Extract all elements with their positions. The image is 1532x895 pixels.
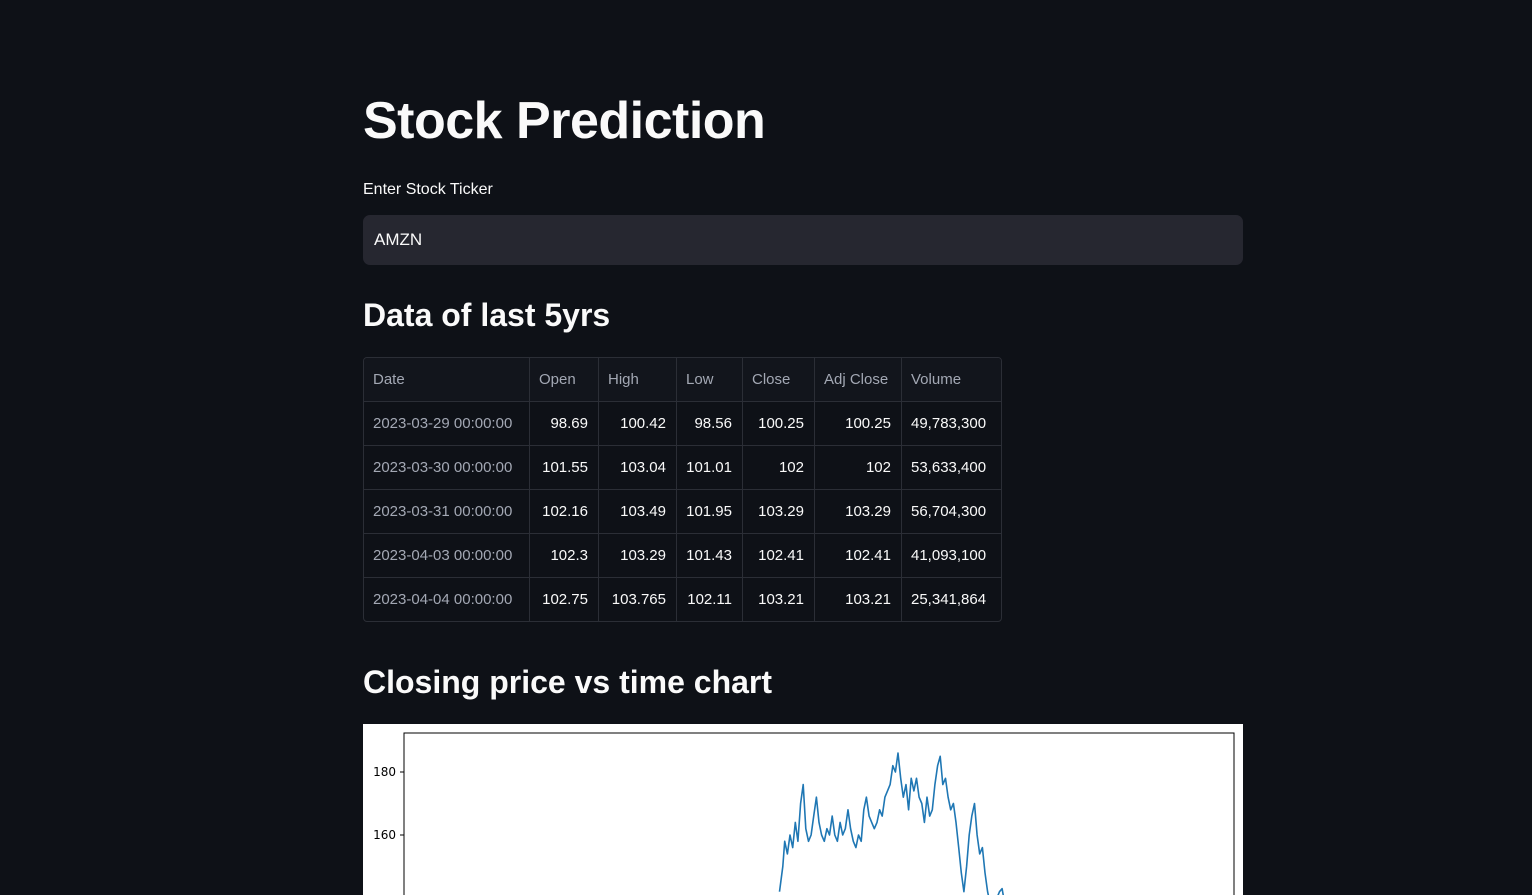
cell-volume[interactable]: 53,633,400 xyxy=(901,445,1001,490)
col-header-close[interactable]: Close xyxy=(742,358,815,402)
table-row: 2023-04-04 00:00:00 102.75 103.765 102.1… xyxy=(364,577,1001,621)
closing-price-chart: 160 180 xyxy=(363,724,1243,895)
cell-adj-close[interactable]: 103.29 xyxy=(814,489,902,534)
cell-low[interactable]: 101.95 xyxy=(676,489,743,534)
cell-volume[interactable]: 41,093,100 xyxy=(901,533,1001,578)
cell-date[interactable]: 2023-03-30 00:00:00 xyxy=(364,445,530,490)
page-title: Stock Prediction xyxy=(363,92,766,150)
cell-volume[interactable]: 49,783,300 xyxy=(901,401,1001,446)
data-section-heading: Data of last 5yrs xyxy=(363,297,611,333)
cell-adj-close[interactable]: 103.21 xyxy=(814,577,902,621)
col-header-open[interactable]: Open xyxy=(529,358,599,402)
cell-close[interactable]: 103.21 xyxy=(742,577,815,621)
table-row: 2023-04-03 00:00:00 102.3 103.29 101.43 … xyxy=(364,533,1001,578)
cell-date[interactable]: 2023-03-29 00:00:00 xyxy=(364,401,530,446)
cell-low[interactable]: 101.01 xyxy=(676,445,743,490)
cell-low[interactable]: 101.43 xyxy=(676,533,743,578)
cell-date[interactable]: 2023-04-03 00:00:00 xyxy=(364,533,530,578)
cell-close[interactable]: 100.25 xyxy=(742,401,815,446)
table-row: 2023-03-30 00:00:00 101.55 103.04 101.01… xyxy=(364,445,1001,490)
y-tick-label: 160 xyxy=(373,828,396,842)
cell-open[interactable]: 98.69 xyxy=(529,401,599,446)
col-header-adj-close[interactable]: Adj Close xyxy=(814,358,902,402)
cell-open[interactable]: 102.16 xyxy=(529,489,599,534)
cell-volume[interactable]: 56,704,300 xyxy=(901,489,1001,534)
ticker-input[interactable] xyxy=(363,215,1243,265)
cell-volume[interactable]: 25,341,864 xyxy=(911,591,987,608)
chart-section-heading: Closing price vs time chart xyxy=(363,664,773,700)
table-row: 2023-03-31 00:00:00 102.16 103.49 101.95… xyxy=(364,489,1001,534)
table-header-row: Date Open High Low Close Adj Close Volum… xyxy=(364,358,1001,402)
cell-low[interactable]: 102.11 xyxy=(676,577,743,621)
col-header-low[interactable]: Low xyxy=(676,358,743,402)
cell-adj-close[interactable]: 100.25 xyxy=(814,401,902,446)
ticker-input-label: Enter Stock Ticker xyxy=(363,181,493,198)
table-row: 2023-03-29 00:00:00 98.69 100.42 98.56 1… xyxy=(364,401,1001,446)
cell-adj-close[interactable]: 102 xyxy=(814,445,902,490)
cell-date[interactable]: 2023-03-31 00:00:00 xyxy=(364,489,530,534)
cell-close[interactable]: 103.29 xyxy=(742,489,815,534)
closing-price-line xyxy=(778,752,1005,895)
col-header-high[interactable]: High xyxy=(598,358,677,402)
chart-svg: 160 180 xyxy=(373,732,1235,895)
cell-low[interactable]: 98.56 xyxy=(676,401,743,446)
cell-close[interactable]: 102 xyxy=(742,445,815,490)
cell-high[interactable]: 103.29 xyxy=(598,533,677,578)
y-tick-label: 180 xyxy=(373,765,396,779)
cell-high[interactable]: 103.765 xyxy=(598,577,677,621)
col-header-date[interactable]: Date xyxy=(364,358,530,402)
cell-open[interactable]: 101.55 xyxy=(529,445,599,490)
cell-date[interactable]: 2023-04-04 00:00:00 xyxy=(364,577,530,621)
cell-open[interactable]: 102.3 xyxy=(529,533,599,578)
plot-frame xyxy=(403,732,1235,895)
cell-adj-close[interactable]: 102.41 xyxy=(814,533,902,578)
col-header-volume[interactable]: Volume xyxy=(901,358,1001,402)
stock-data-table[interactable]: Date Open High Low Close Adj Close Volum… xyxy=(363,357,1002,622)
cell-close[interactable]: 102.41 xyxy=(742,533,815,578)
cell-open[interactable]: 102.75 xyxy=(529,577,599,621)
cell-high[interactable]: 103.49 xyxy=(598,489,677,534)
cell-high[interactable]: 100.42 xyxy=(598,401,677,446)
cell-high[interactable]: 103.04 xyxy=(598,445,677,490)
